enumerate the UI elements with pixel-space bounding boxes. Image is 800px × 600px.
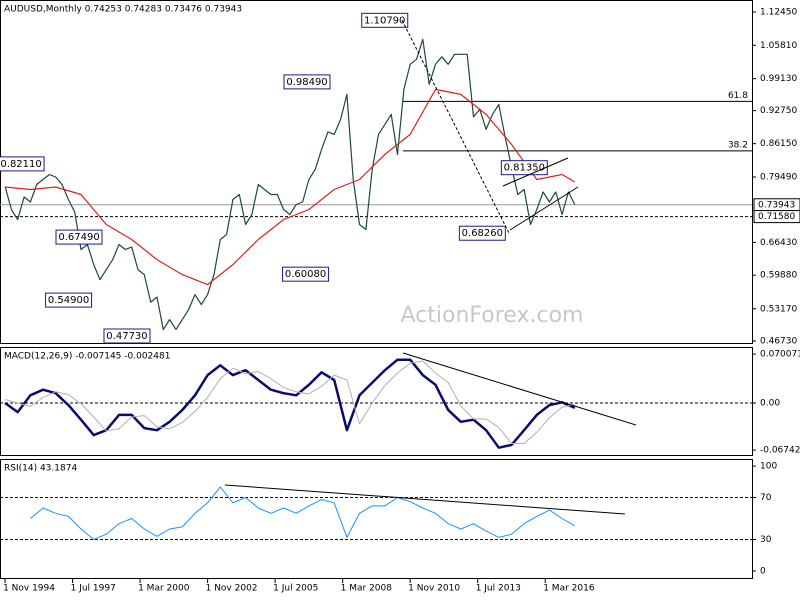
y-tick-label: 70	[760, 493, 772, 503]
annotation-box	[55, 229, 103, 245]
panel-title: AUDUSD,Monthly 0.74253 0.74283 0.73476 0…	[4, 5, 242, 15]
price-annotation: 0.67490	[55, 229, 103, 245]
panel-frame	[0, 347, 753, 456]
annotation-box	[361, 12, 409, 28]
series-line	[4, 358, 576, 449]
level-label: 0.71580	[758, 212, 795, 222]
annotation-label: 1.10790	[364, 15, 405, 26]
y-tick-label: -0.067423	[760, 446, 800, 456]
annotation-label: 0.47730	[106, 331, 147, 342]
price-annotation: 0.98490	[283, 74, 331, 90]
series-line	[5, 88, 576, 286]
panel-title: RSI(14) 43.1874	[4, 464, 77, 474]
y-tick-label: 30	[760, 535, 772, 545]
annotation-label: 0.67490	[58, 232, 99, 243]
level-tag	[753, 210, 800, 224]
y-tick-label: 1.05810	[760, 41, 797, 51]
x-tick-label: 1 Jul 1997	[71, 584, 116, 594]
annotation-box	[500, 160, 548, 176]
y-tick-label: 0.00	[760, 398, 780, 408]
channel-line	[502, 157, 569, 187]
annotation-box	[0, 156, 45, 172]
annotation-label: 0.60080	[285, 269, 326, 280]
annotation-label: 0.68260	[462, 228, 503, 239]
panel-frame	[0, 459, 753, 579]
annotation-box	[283, 74, 331, 90]
y-tick-label: 0.46730	[760, 336, 797, 346]
annotation-label: 0.98490	[286, 77, 327, 88]
x-tick-label: 1 Nov 1994	[3, 584, 55, 594]
macd-trend-line	[402, 352, 637, 426]
rsi-trend-line	[224, 484, 626, 515]
y-tick-label: 0.86150	[760, 139, 797, 149]
price-annotation: 0.60080	[282, 266, 330, 282]
price-annotation: 0.82110	[0, 156, 45, 172]
y-tick-label: 0	[760, 566, 766, 576]
x-tick-label: 1 Jul 2013	[476, 584, 521, 594]
channel-line	[509, 186, 579, 231]
y-tick-label: 0.66430	[760, 238, 797, 248]
series-line	[4, 360, 575, 444]
x-tick-label: 1 Mar 2016	[543, 584, 595, 594]
price-annotation: 0.81350	[500, 160, 548, 176]
price-annotation: 0.47730	[103, 328, 151, 344]
panel-title: MACD(12,26,9) -0.007145 -0.002481	[4, 352, 170, 362]
y-tick-label: 0.92750	[760, 106, 797, 116]
fib-label: 61.8	[728, 91, 748, 101]
price-annotation: 0.54900	[45, 292, 93, 308]
price-annotation: 0.68260	[458, 225, 506, 241]
watermark: ActionForex.com	[401, 303, 584, 328]
x-tick-label: 1 Mar 2008	[341, 584, 393, 594]
y-tick-label: 0.79490	[760, 173, 797, 183]
annotation-label: 0.81350	[504, 163, 545, 174]
annotation-box	[282, 266, 330, 282]
annotation-label: 0.82110	[0, 159, 41, 170]
y-tick-label: 0.070071	[760, 350, 800, 360]
price-annotation: 1.10790	[361, 12, 409, 28]
y-tick-label: 0.59880	[760, 271, 797, 281]
level-label: 0.73943	[758, 200, 795, 210]
y-tick-label: 1.12450	[760, 8, 797, 18]
series-line	[30, 486, 576, 540]
x-tick-label: 1 Mar 2000	[138, 584, 190, 594]
y-tick-label: 0.99130	[760, 74, 797, 84]
x-tick-label: 1 Jul 2005	[273, 584, 318, 594]
annotation-box	[458, 225, 506, 241]
panel-frame	[0, 0, 753, 344]
x-tick-label: 1 Nov 2002	[206, 584, 258, 594]
annotation-label: 0.54900	[48, 295, 89, 306]
y-tick-label: 100	[760, 462, 777, 472]
x-tick-label: 1 Nov 2010	[408, 584, 460, 594]
annotation-box	[103, 328, 151, 344]
annotation-box	[45, 292, 93, 308]
fib-label: 38.2	[728, 140, 748, 150]
y-tick-label: 0.53170	[760, 304, 797, 314]
